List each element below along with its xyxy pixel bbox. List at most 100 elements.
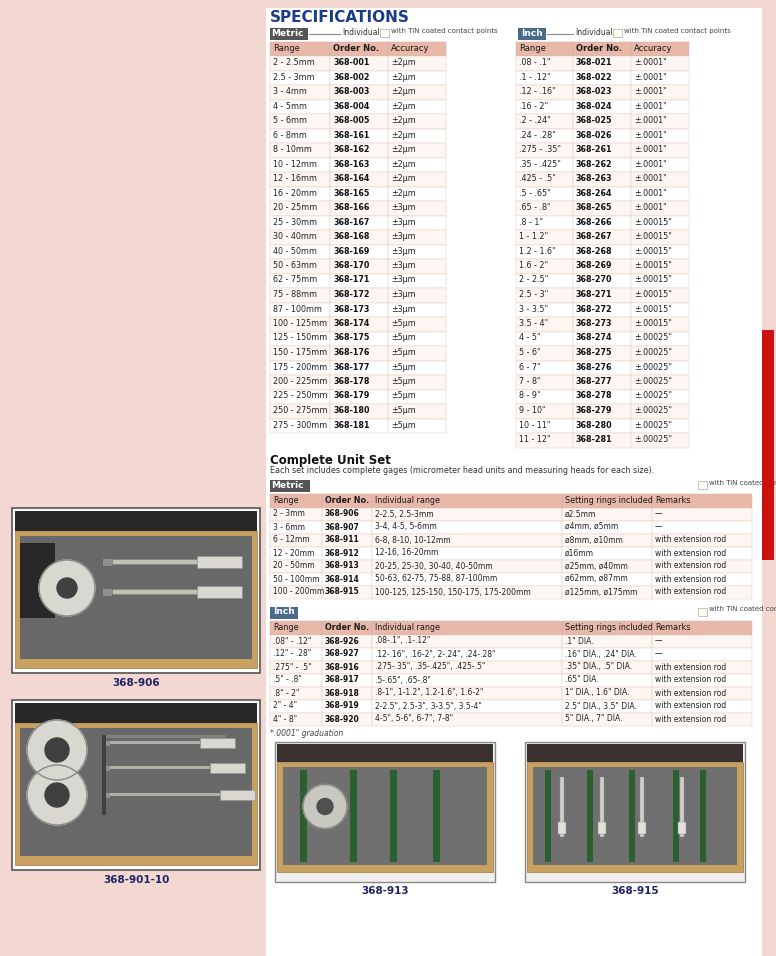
- Bar: [270, 620, 322, 635]
- Bar: [600, 776, 604, 836]
- Text: .65" DIA.: .65" DIA.: [565, 676, 598, 684]
- Text: 368-264: 368-264: [576, 188, 612, 198]
- Text: ±.00025": ±.00025": [634, 406, 672, 415]
- Bar: [270, 673, 322, 686]
- Bar: [516, 42, 573, 56]
- Bar: [562, 547, 652, 559]
- Bar: [388, 332, 446, 346]
- Bar: [573, 56, 631, 71]
- Bar: [516, 128, 573, 143]
- Bar: [562, 647, 652, 661]
- Bar: [631, 186, 689, 201]
- Text: 368-919: 368-919: [325, 702, 360, 710]
- Text: 368-001: 368-001: [333, 58, 369, 67]
- Text: .5 - .65": .5 - .65": [519, 188, 551, 198]
- Bar: [516, 404, 573, 419]
- Bar: [330, 404, 388, 419]
- Bar: [270, 360, 330, 375]
- Text: ±2μm: ±2μm: [391, 58, 416, 67]
- Bar: [631, 273, 689, 288]
- Bar: [112, 589, 212, 594]
- Text: 2 - 2.5mm: 2 - 2.5mm: [273, 58, 315, 67]
- Bar: [270, 559, 322, 573]
- Text: ±5μm: ±5μm: [391, 348, 416, 357]
- Bar: [700, 770, 706, 861]
- Text: Accuracy: Accuracy: [391, 44, 429, 53]
- Bar: [110, 766, 210, 769]
- Text: 2-2.5", 2.5-3", 3-3.5", 3.5-4": 2-2.5", 2.5-3", 3-3.5", 3.5-4": [375, 702, 482, 710]
- Bar: [573, 346, 631, 360]
- Text: 368-272: 368-272: [576, 305, 612, 314]
- Bar: [573, 172, 631, 186]
- Bar: [270, 317, 330, 332]
- Text: 100-125, 125-150, 150-175, 175-200mm: 100-125, 125-150, 150-175, 175-200mm: [375, 588, 531, 597]
- Bar: [516, 172, 573, 186]
- Bar: [573, 158, 631, 172]
- Bar: [527, 762, 743, 872]
- Text: 1" DIA., 1.6" DIA.: 1" DIA., 1.6" DIA.: [565, 688, 629, 698]
- Bar: [516, 245, 573, 259]
- Bar: [372, 573, 562, 585]
- Text: Inch: Inch: [273, 607, 295, 617]
- Text: 368-003: 368-003: [333, 87, 369, 96]
- Text: 368-266: 368-266: [576, 218, 612, 227]
- Bar: [562, 712, 652, 726]
- Text: 368-161: 368-161: [333, 131, 369, 140]
- Text: with TiN coated contact points: with TiN coated contact points: [709, 480, 776, 486]
- Text: Individual: Individual: [342, 28, 379, 37]
- Bar: [698, 607, 707, 616]
- Bar: [573, 259, 631, 273]
- Bar: [330, 114, 388, 128]
- Bar: [270, 288, 330, 302]
- Bar: [631, 56, 689, 71]
- Bar: [598, 821, 606, 834]
- Bar: [613, 29, 622, 37]
- Bar: [680, 776, 684, 836]
- Text: 368-166: 368-166: [333, 203, 369, 212]
- Text: ±5μm: ±5μm: [391, 421, 416, 429]
- Text: 40 - 50mm: 40 - 50mm: [273, 247, 317, 255]
- Bar: [652, 635, 752, 647]
- Text: ±2μm: ±2μm: [391, 101, 416, 111]
- Text: 2 - 2.5": 2 - 2.5": [519, 275, 549, 285]
- Bar: [330, 56, 388, 71]
- Text: ±2μm: ±2μm: [391, 131, 416, 140]
- Bar: [350, 770, 357, 861]
- Bar: [516, 99, 573, 114]
- Text: ±.0001": ±.0001": [634, 160, 667, 168]
- Bar: [270, 99, 330, 114]
- Text: 5 - 6": 5 - 6": [519, 348, 541, 357]
- Bar: [573, 389, 631, 404]
- Bar: [20, 536, 252, 659]
- Text: ±.0001": ±.0001": [634, 174, 667, 183]
- Text: .24 - .28": .24 - .28": [519, 131, 556, 140]
- Bar: [388, 360, 446, 375]
- Bar: [330, 143, 388, 158]
- Bar: [573, 42, 631, 56]
- Bar: [562, 686, 652, 700]
- Circle shape: [27, 765, 87, 825]
- Text: ±3μm: ±3μm: [391, 275, 416, 285]
- Circle shape: [303, 785, 347, 829]
- Text: 2.5" DIA., 3.5" DIA.: 2.5" DIA., 3.5" DIA.: [565, 702, 637, 710]
- Text: ø125mm, ø175mm: ø125mm, ø175mm: [565, 588, 637, 597]
- Bar: [330, 42, 388, 56]
- Text: 368-180: 368-180: [333, 406, 369, 415]
- Text: 50 - 100mm: 50 - 100mm: [273, 575, 320, 583]
- Text: ±5μm: ±5μm: [391, 334, 416, 342]
- Bar: [388, 172, 446, 186]
- Text: 368-912: 368-912: [325, 549, 360, 557]
- Text: ±.0001": ±.0001": [634, 188, 667, 198]
- Text: 4 - 5mm: 4 - 5mm: [273, 101, 307, 111]
- Text: 368-276: 368-276: [576, 362, 612, 372]
- Text: 368-026: 368-026: [576, 131, 612, 140]
- Circle shape: [45, 783, 69, 807]
- Bar: [516, 201, 573, 215]
- Text: 7 - 8": 7 - 8": [519, 377, 541, 386]
- Text: 368-277: 368-277: [576, 377, 612, 386]
- Text: ±2μm: ±2μm: [391, 87, 416, 96]
- Bar: [631, 433, 689, 447]
- Text: —: —: [655, 637, 663, 645]
- Bar: [270, 245, 330, 259]
- Bar: [573, 288, 631, 302]
